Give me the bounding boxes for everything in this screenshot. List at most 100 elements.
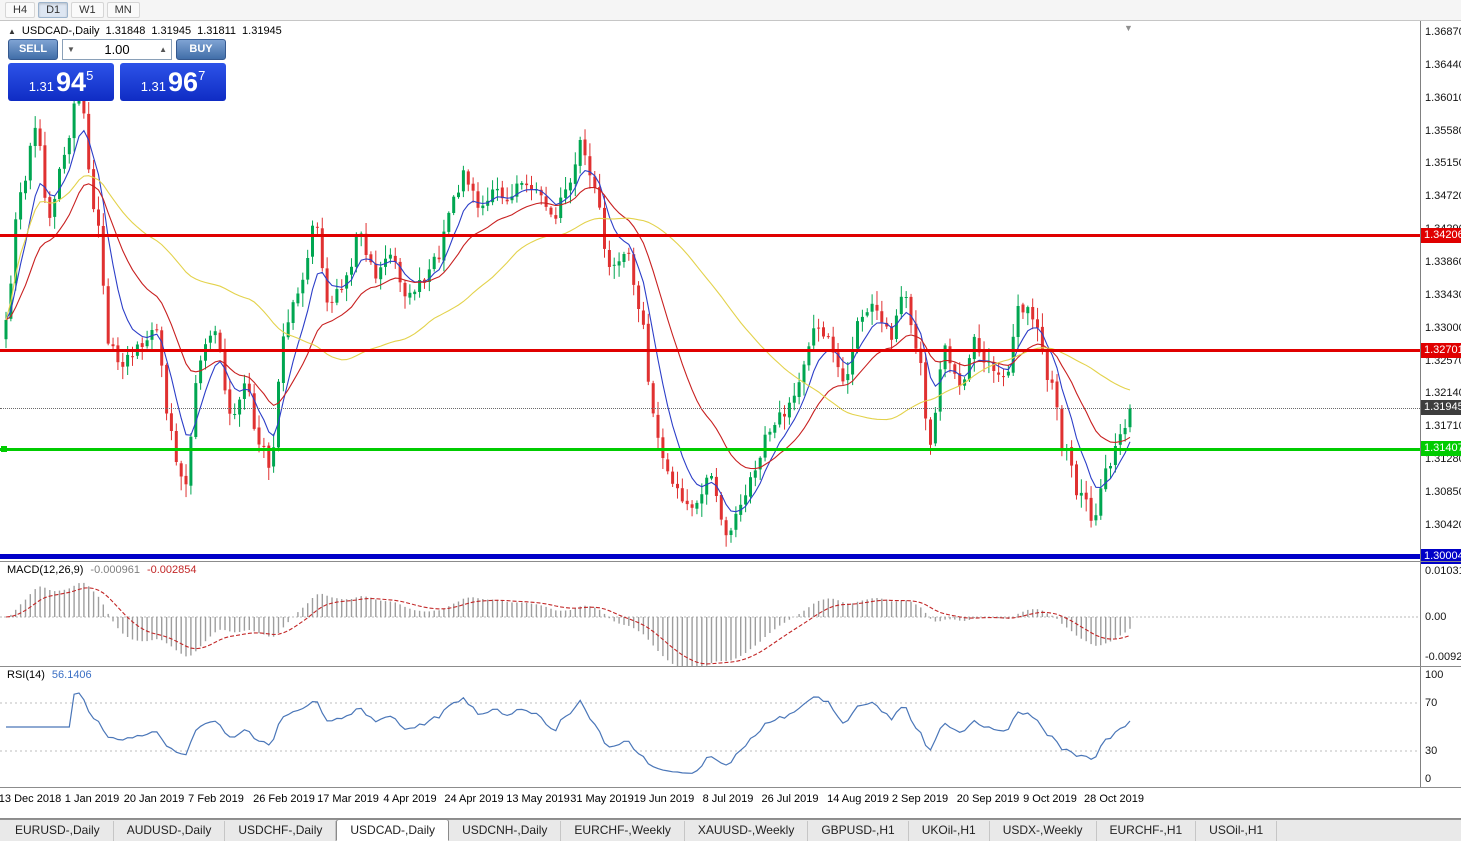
level-line-1.31407[interactable] xyxy=(0,447,1420,451)
time-axis-label: 28 Oct 2019 xyxy=(1084,793,1144,805)
sell-price-button[interactable]: 1.31 94 5 xyxy=(8,63,114,101)
level-line-1.30004[interactable] xyxy=(0,554,1420,560)
macd-signal-line xyxy=(5,587,1131,665)
time-axis-label: 19 Jun 2019 xyxy=(633,793,695,805)
chart-tab-eurusd-daily[interactable]: EURUSD-,Daily xyxy=(2,821,114,841)
time-axis-label: 1 Jan 2019 xyxy=(64,793,120,805)
window-bottom-border xyxy=(0,818,1461,819)
rsi-scale-0: 0 xyxy=(1425,773,1432,785)
rsi-scale-30: 30 xyxy=(1425,745,1438,757)
time-axis-label: 26 Jul 2019 xyxy=(761,793,819,805)
buy-price-prefix: 1.31 xyxy=(140,79,167,94)
sell-price-prefix: 1.31 xyxy=(28,79,55,94)
price-scale-tick: 1.36870 xyxy=(1425,25,1461,38)
chart-tab-audusd-daily[interactable]: AUDUSD-,Daily xyxy=(114,821,226,841)
price-badge-1.30004: 1.30004 xyxy=(1421,548,1461,564)
price-badge-1.31407: 1.31407 xyxy=(1421,441,1461,457)
volume-increase-button[interactable]: ▲ xyxy=(159,44,167,54)
buy-price-big: 96 xyxy=(168,67,199,97)
chart-tab-usdcad-daily[interactable]: USDCAD-,Daily xyxy=(336,819,450,841)
ohlc-open: 1.31848 xyxy=(105,25,146,37)
chart-tab-ukoil-h1[interactable]: UKOil-,H1 xyxy=(909,821,990,841)
macd-pane-plot[interactable] xyxy=(0,562,1420,666)
price-badge-1.34206: 1.34206 xyxy=(1421,227,1461,243)
ohlc-low: 1.31811 xyxy=(197,25,237,37)
volume-decrease-button[interactable]: ▼ xyxy=(67,44,75,54)
time-axis-label: 20 Jan 2019 xyxy=(123,793,185,805)
macd-histogram xyxy=(10,582,1131,666)
price-scale-tick: 1.30850 xyxy=(1425,485,1461,498)
timeframe-button-mn[interactable]: MN xyxy=(106,2,140,18)
current-price-badge: 1.31945 xyxy=(1421,400,1461,416)
chart-tab-usdx-weekly[interactable]: USDX-,Weekly xyxy=(990,821,1097,841)
ma-line-ema20 xyxy=(5,183,1131,470)
timeframe-button-h4[interactable]: H4 xyxy=(5,2,36,18)
macd-name: MACD(12,26,9) xyxy=(7,564,84,576)
chart-tab-eurchf-weekly[interactable]: EURCHF-,Weekly xyxy=(561,821,685,841)
chart-tab-gbpusd-h1[interactable]: GBPUSD-,H1 xyxy=(808,821,909,841)
price-scale-tick: 1.33000 xyxy=(1425,321,1461,334)
current-price-line xyxy=(0,408,1420,410)
macd-scale-top: 0.010311 xyxy=(1425,565,1461,577)
rsi-value: 56.1406 xyxy=(51,669,92,681)
chart-tab-usoil-h1[interactable]: USOil-,H1 xyxy=(1196,821,1278,841)
macd-signal-value: -0.002854 xyxy=(146,564,197,576)
time-axis-label: 9 Oct 2019 xyxy=(1023,793,1077,805)
level-line-1.32701[interactable] xyxy=(0,349,1420,353)
timeframe-button-w1[interactable]: W1 xyxy=(71,2,104,18)
rsi-name: RSI(14) xyxy=(7,669,45,681)
macd-indicator-label: MACD(12,26,9) -0.000961 -0.002854 xyxy=(7,564,197,576)
volume-field[interactable]: ▼ 1.00 ▲ xyxy=(62,39,172,60)
chart-tab-eurchf-h1[interactable]: EURCHF-,H1 xyxy=(1097,821,1197,841)
time-axis-label: 2 Sep 2019 xyxy=(891,793,949,805)
timeframe-button-d1[interactable]: D1 xyxy=(38,2,69,18)
time-axis-line xyxy=(0,787,1461,788)
rsi-indicator-label: RSI(14) 56.1406 xyxy=(7,669,92,681)
price-scale-tick: 1.34720 xyxy=(1425,190,1461,203)
time-axis-label: 24 Apr 2019 xyxy=(444,793,504,805)
time-axis-label: 8 Jul 2019 xyxy=(702,793,754,805)
macd-scale-zero: 0.00 xyxy=(1425,610,1447,623)
sell-button[interactable]: SELL xyxy=(8,39,58,60)
macd-main-value: -0.000961 xyxy=(90,564,140,576)
chart-tab-bar: EURUSD-,Daily AUDUSD-,Daily USDCHF-,Daily U… xyxy=(0,819,1461,841)
chart-ohlc-title: ▲ USDCAD-,Daily 1.31848 1.31945 1.31811 … xyxy=(8,25,282,37)
sell-price-pip: 5 xyxy=(86,68,94,83)
one-click-trading-panel: SELL ▼ 1.00 ▲ BUY 1.31 94 5 1.31 96 7 xyxy=(8,39,226,101)
price-scale-tick: 1.30420 xyxy=(1425,518,1461,531)
rsi-scale-100: 100 xyxy=(1425,669,1444,681)
price-scale-tick: 1.36440 xyxy=(1425,58,1461,71)
price-scale-tick: 1.32570 xyxy=(1425,354,1461,367)
level-line-handle[interactable] xyxy=(1,446,7,453)
pane-separator-macd[interactable] xyxy=(0,561,1461,562)
buy-price-pip: 7 xyxy=(198,68,206,83)
time-axis-label: 14 Aug 2019 xyxy=(827,793,889,805)
buy-button[interactable]: BUY xyxy=(176,39,226,60)
main-chart-plot[interactable] xyxy=(0,22,1420,561)
chart-tab-usdchf-daily[interactable]: USDCHF-,Daily xyxy=(225,821,337,841)
chart-symbol-period: USDCAD-,Daily xyxy=(21,25,100,37)
price-scale-tick: 1.36010 xyxy=(1425,91,1461,104)
candles-layer xyxy=(4,74,1132,547)
volume-value[interactable]: 1.00 xyxy=(104,42,130,57)
ma-line-ema7 xyxy=(5,129,1131,513)
buy-price-button[interactable]: 1.31 96 7 xyxy=(120,63,226,101)
pane-separator-rsi[interactable] xyxy=(0,666,1461,667)
time-axis-label: 26 Feb 2019 xyxy=(253,793,315,805)
chart-tab-xauusd-weekly[interactable]: XAUUSD-,Weekly xyxy=(685,821,809,841)
time-axis-label: 13 May 2019 xyxy=(506,793,570,805)
time-axis-label: 31 May 2019 xyxy=(570,793,634,805)
chart-shift-marker-icon[interactable]: ▼ xyxy=(1124,23,1133,33)
price-badge-1.32701: 1.32701 xyxy=(1421,342,1461,358)
chart-tab-usdcnh-daily[interactable]: USDCNH-,Daily xyxy=(449,821,562,841)
level-line-1.34206[interactable] xyxy=(0,234,1420,238)
price-scale-tick: 1.32140 xyxy=(1425,387,1461,400)
one-click-collapse-icon[interactable]: ▲ xyxy=(8,26,16,36)
price-scale-tick: 1.33860 xyxy=(1425,255,1461,268)
time-axis-label: 7 Feb 2019 xyxy=(188,793,244,805)
ohlc-high: 1.31945 xyxy=(151,25,192,37)
sell-price-big: 94 xyxy=(56,67,87,97)
price-scale-tick: 1.31710 xyxy=(1425,420,1461,433)
rsi-pane-plot[interactable] xyxy=(0,667,1420,787)
